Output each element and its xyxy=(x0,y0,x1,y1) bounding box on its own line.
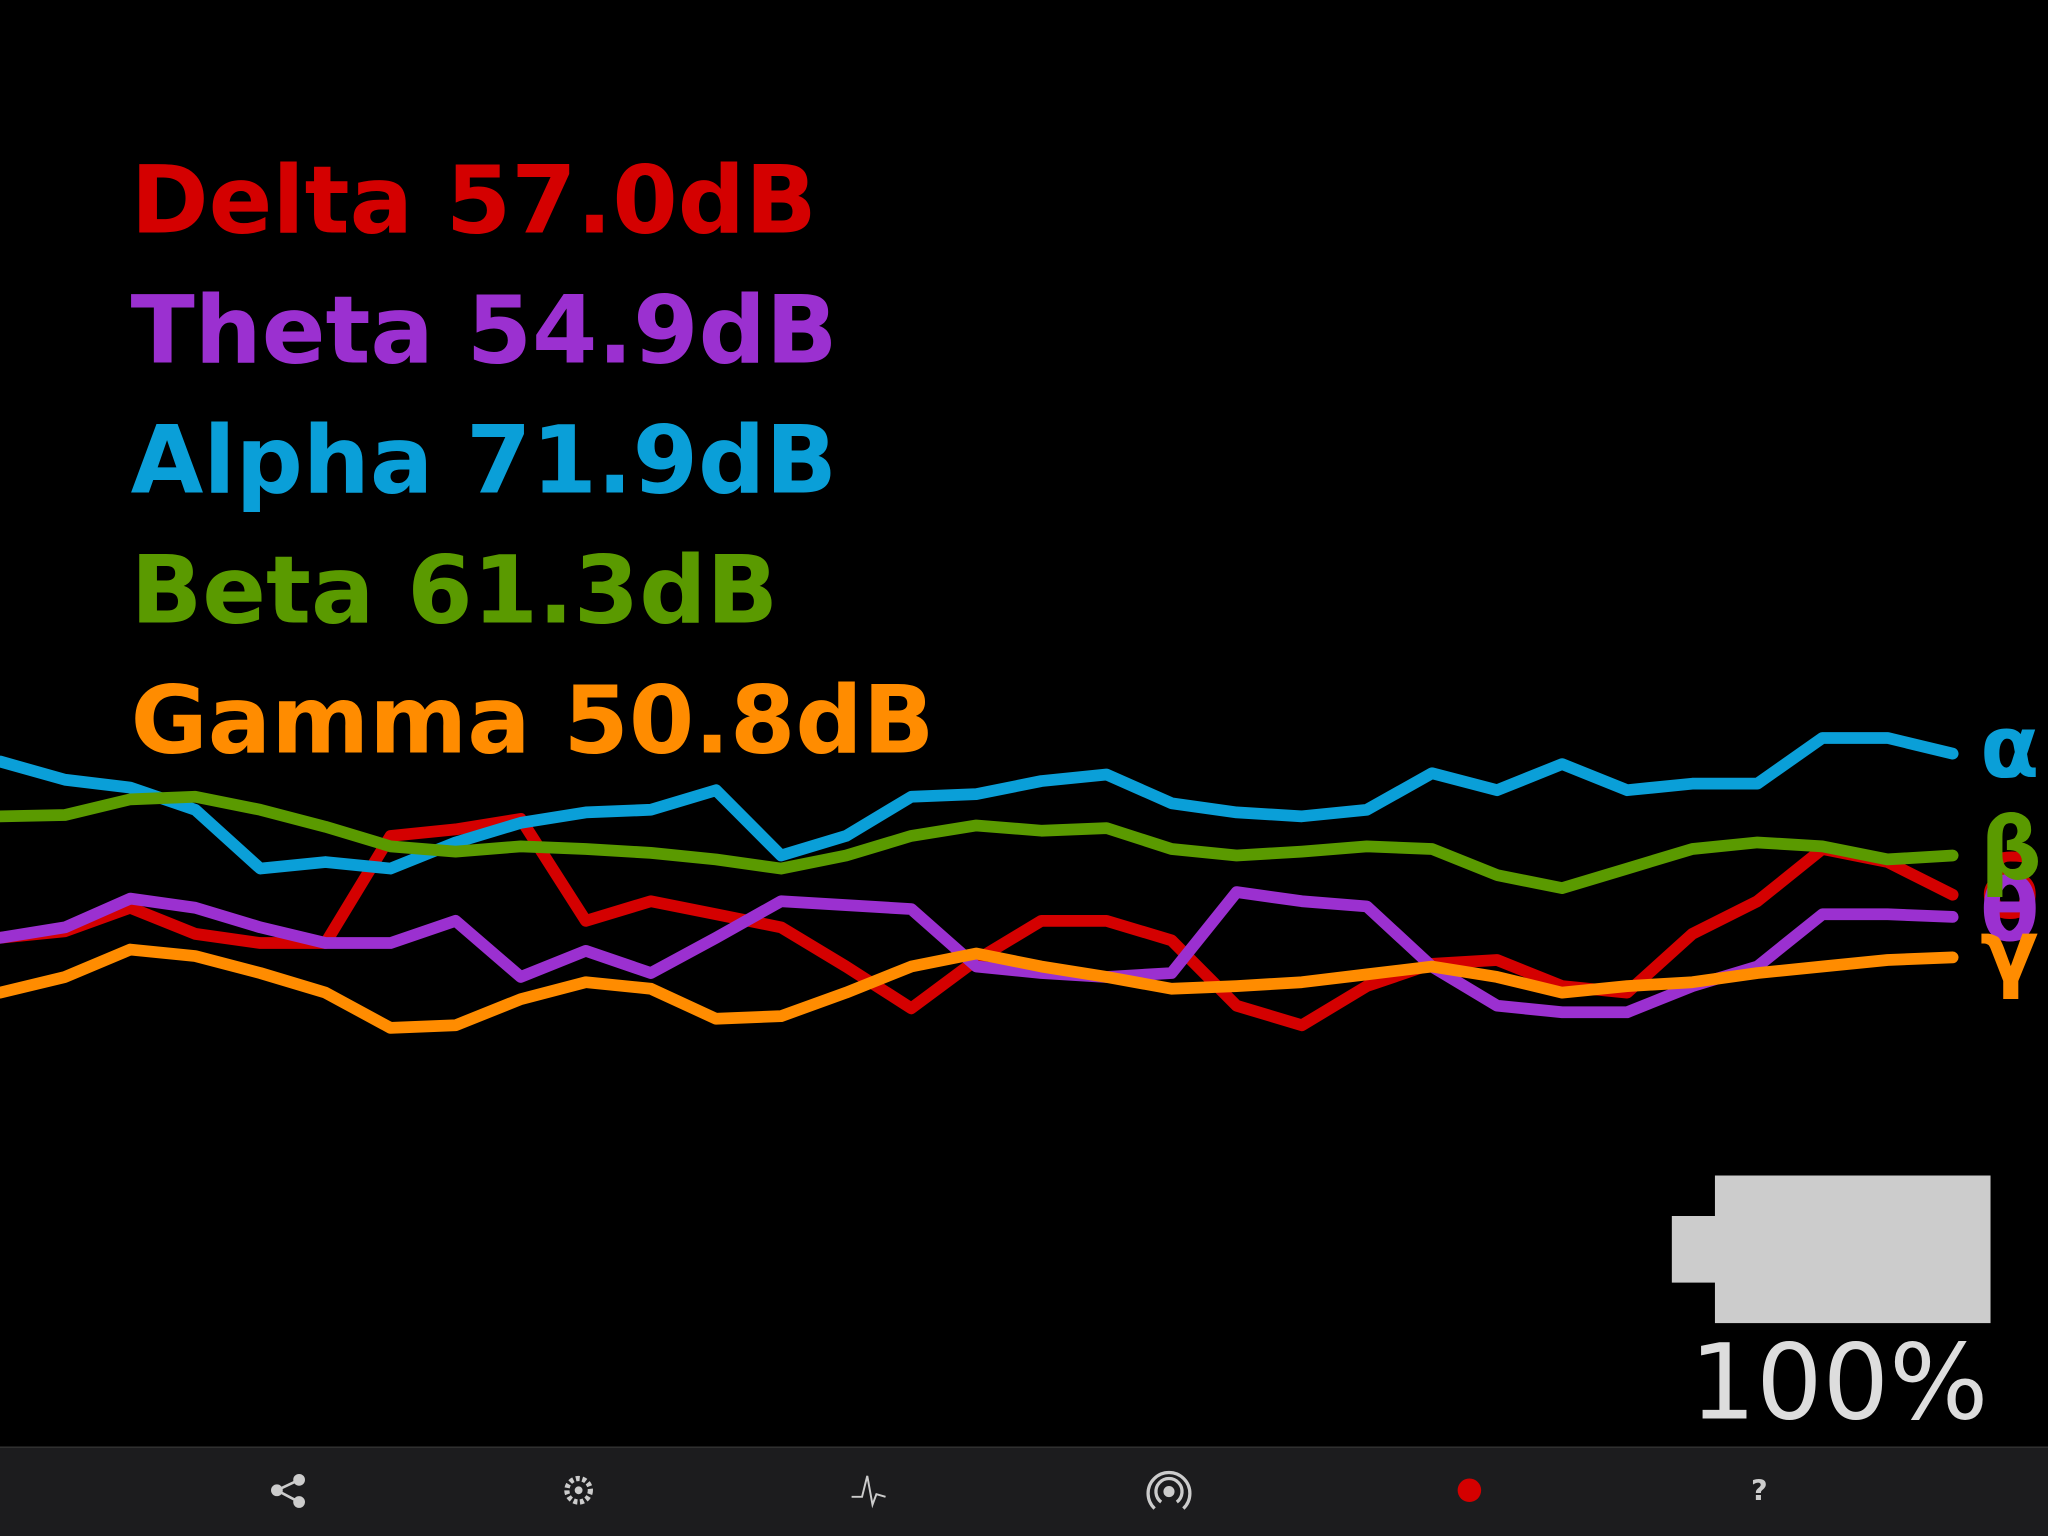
band-symbol: β xyxy=(1980,800,2042,900)
waveform-line xyxy=(0,886,1959,1019)
band-symbol: γ xyxy=(1980,902,2039,1002)
band-symbol: θ xyxy=(1980,861,2039,961)
battery-label: 100% xyxy=(1690,1321,1989,1443)
waveform-line xyxy=(0,732,1959,875)
toolbar-bg xyxy=(0,1447,2048,1536)
band-power-label: Delta 57.0dB xyxy=(131,146,817,255)
battery-body xyxy=(1714,1175,1991,1324)
battery-tip xyxy=(1671,1216,1717,1283)
band-power-label: Theta 54.9dB xyxy=(131,276,838,385)
waveform-line xyxy=(0,943,1959,1034)
settings-button[interactable] xyxy=(564,1475,593,1505)
waveform-line xyxy=(0,790,1959,895)
battery: 100% xyxy=(1671,1175,1991,1443)
band-power-label: Gamma 50.8dB xyxy=(131,666,935,775)
stream-button[interactable] xyxy=(1146,1470,1192,1510)
band-power-label: Alpha 71.9dB xyxy=(131,406,837,515)
share-button[interactable] xyxy=(271,1473,305,1508)
band-symbol: δ xyxy=(1980,839,2039,939)
signal-button[interactable] xyxy=(851,1475,886,1509)
legend: Delta 57.0dB Theta 54.9dB Alpha 71.9dB Beta… xyxy=(131,146,935,775)
help-button[interactable]: ? xyxy=(1751,1474,1768,1508)
band-symbol: α xyxy=(1980,698,2039,798)
record-button[interactable] xyxy=(1457,1478,1482,1503)
band-power-label: Beta 61.3dB xyxy=(131,536,779,645)
toolbar: ? xyxy=(0,1446,2048,1536)
